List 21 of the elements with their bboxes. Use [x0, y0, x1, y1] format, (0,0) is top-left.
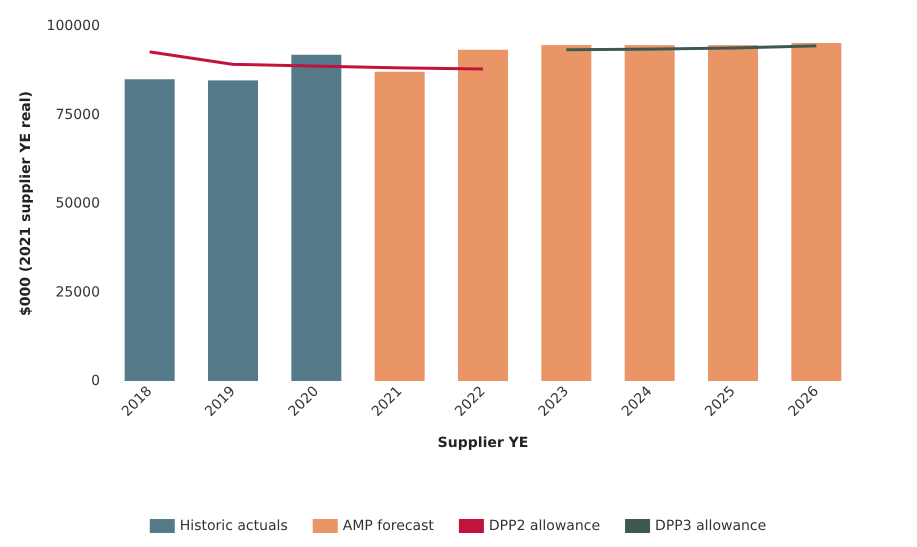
- bar: [458, 50, 508, 381]
- x-axis-title: Supplier YE: [438, 435, 528, 451]
- y-tick-label: 100000: [46, 18, 100, 34]
- bar: [374, 72, 425, 381]
- y-tick-label: 0: [91, 373, 100, 389]
- y-tick-label: 50000: [55, 196, 100, 212]
- legend-label: Historic actuals: [180, 518, 288, 534]
- bar: [541, 45, 592, 381]
- bar: [624, 45, 675, 381]
- line-series: [148, 50, 484, 70]
- y-axis-title: $000 (2021 supplier YE real): [18, 91, 34, 316]
- bar: [708, 45, 758, 381]
- bar: [208, 80, 258, 381]
- legend-label: AMP forecast: [342, 518, 434, 534]
- bar: [291, 54, 342, 381]
- bar: [791, 43, 842, 381]
- y-tick-label: 75000: [55, 106, 100, 123]
- y-tick-label: 25000: [55, 284, 100, 300]
- legend-label: DPP3 allowance: [655, 518, 766, 534]
- bar: [124, 79, 175, 381]
- legend-label: DPP2 allowance: [488, 518, 600, 534]
